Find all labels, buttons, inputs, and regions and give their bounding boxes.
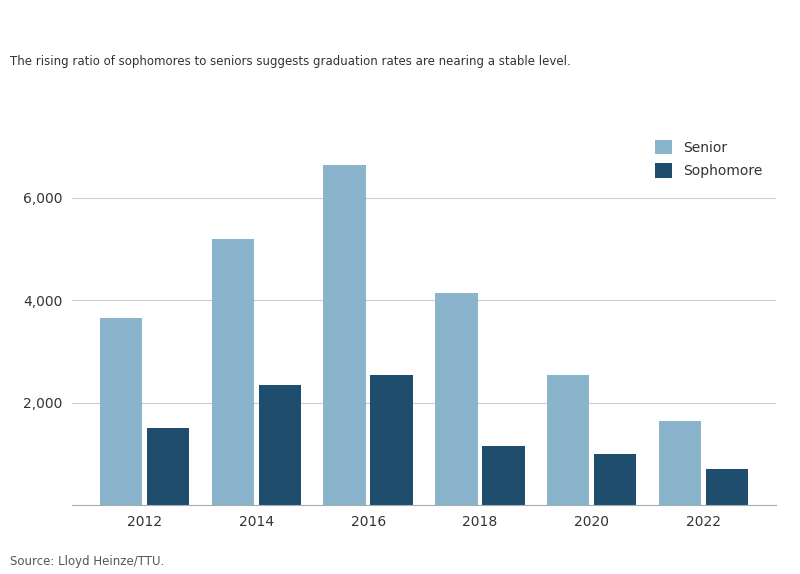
Bar bbox=[212, 239, 254, 505]
Bar bbox=[435, 293, 478, 505]
Bar bbox=[100, 318, 142, 505]
Bar bbox=[706, 470, 748, 505]
Text: Shrinking Sophomore/Senior Ratio: Shrinking Sophomore/Senior Ratio bbox=[10, 17, 390, 36]
Bar bbox=[147, 428, 190, 505]
Bar bbox=[370, 375, 413, 505]
Text: Source: Lloyd Heinze/TTU.: Source: Lloyd Heinze/TTU. bbox=[10, 555, 165, 568]
Bar bbox=[482, 446, 525, 505]
Bar bbox=[547, 375, 590, 505]
Legend: Senior, Sophomore: Senior, Sophomore bbox=[648, 133, 769, 185]
Text: The rising ratio of sophomores to seniors suggests graduation rates are nearing : The rising ratio of sophomores to senior… bbox=[10, 55, 571, 68]
Bar bbox=[658, 421, 701, 505]
Bar bbox=[323, 165, 366, 505]
Bar bbox=[258, 385, 301, 505]
Bar bbox=[594, 454, 636, 505]
